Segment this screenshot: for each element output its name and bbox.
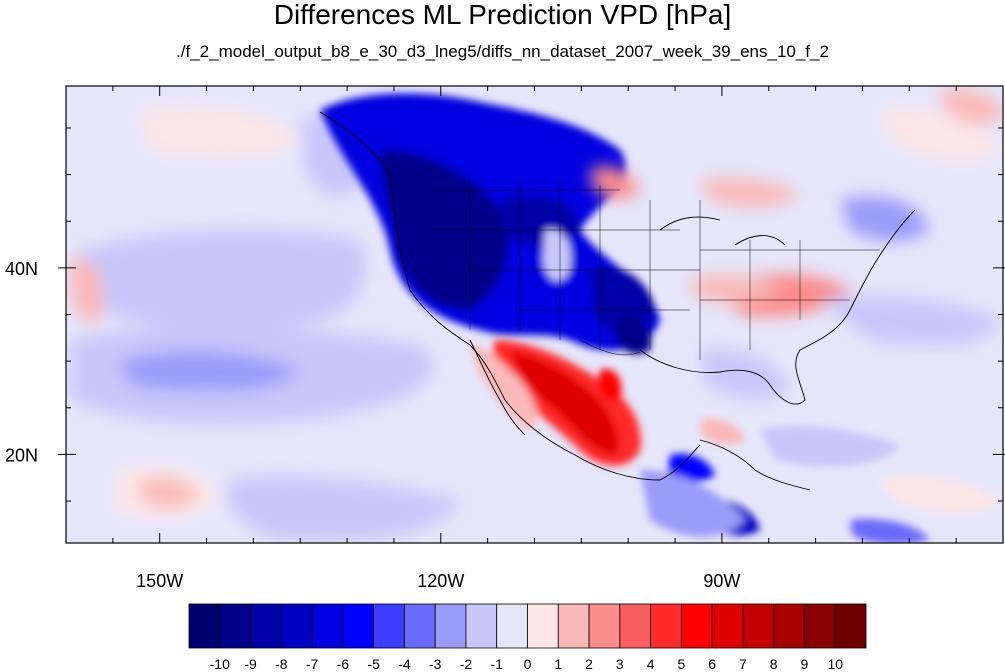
map-title: Differences ML Prediction VPD [hPa]: [273, 0, 732, 30]
colorbar-box: [496, 603, 528, 649]
lon-tick-label: 150W: [136, 571, 183, 591]
colorbar-label: 5: [677, 656, 685, 672]
colorbar-boxes: [188, 603, 867, 649]
lon-tick-label: 90W: [703, 571, 740, 591]
colorbar-box: [404, 603, 436, 649]
colorbar-label: -1: [491, 656, 504, 672]
colorbar-label: -2: [460, 656, 473, 672]
colorbar-label: -7: [306, 656, 319, 672]
state-borders: [430, 180, 880, 360]
colorbar-label: 0: [524, 656, 532, 672]
colorbar-box: [373, 603, 405, 649]
lat-tick-label: 40N: [5, 259, 38, 279]
colorbar-box: [742, 603, 775, 649]
colorbar-box: [650, 603, 682, 649]
colorbar-label: -4: [398, 656, 411, 672]
colorbar-box: [188, 603, 221, 649]
colorbar-box: [280, 603, 313, 649]
colorbar-label: 8: [770, 656, 778, 672]
colorbar-box: [773, 603, 805, 649]
latitude-ticks: 40N 20N: [5, 127, 1005, 502]
colorbar-box: [465, 603, 498, 649]
colorbar-box: [619, 603, 651, 649]
colorbar-label: 6: [708, 656, 716, 672]
colorbar-label: -5: [367, 656, 380, 672]
colorbar-label: 9: [801, 656, 809, 672]
lat-tick-label: 20N: [5, 445, 38, 465]
colorbar-box: [588, 603, 621, 649]
colorbar-label: 3: [616, 656, 624, 672]
longitude-ticks: 150W 120W 90W: [112, 86, 1004, 591]
colorbar-box: [311, 603, 344, 649]
colorbar-box: [527, 603, 559, 649]
colorbar-label: 4: [647, 656, 655, 672]
colorbar-box: [219, 603, 251, 649]
lon-tick-label: 120W: [417, 571, 464, 591]
field-layer: [66, 86, 1003, 543]
colorbar-label: -6: [337, 656, 350, 672]
colorbar-label: 2: [585, 656, 593, 672]
colorbar-labels: -10 -9 -8 -7 -6 -5 -4 -3 -2 -1 0 1 2 3 4 5 6 7 8 9 10: [210, 656, 844, 672]
map-subtitle: ./f_2_model_output_b8_e_30_d3_lneg5/diff…: [176, 42, 829, 61]
coastlines: [319, 111, 916, 491]
colorbar-box: [680, 603, 713, 649]
colorbar-box: [834, 603, 867, 649]
colorbar-label: -9: [244, 656, 257, 672]
colorbar-label: 10: [827, 656, 843, 672]
colorbar-label: -8: [275, 656, 288, 672]
eastern-us-anomalies: [590, 88, 1003, 400]
colorbar-box: [434, 603, 467, 649]
colorbar-label: -3: [429, 656, 442, 672]
colorbar-box: [711, 603, 744, 649]
colorbar-box: [804, 603, 836, 649]
colorbar-label: 1: [554, 656, 562, 672]
colorbar-label: -10: [210, 656, 230, 672]
colorbar-label: 7: [739, 656, 747, 672]
colorbar-box: [342, 603, 375, 649]
tropics-anomalies: [640, 418, 1000, 543]
colorbar-box: [250, 603, 282, 649]
colorbar-box: [557, 603, 590, 649]
